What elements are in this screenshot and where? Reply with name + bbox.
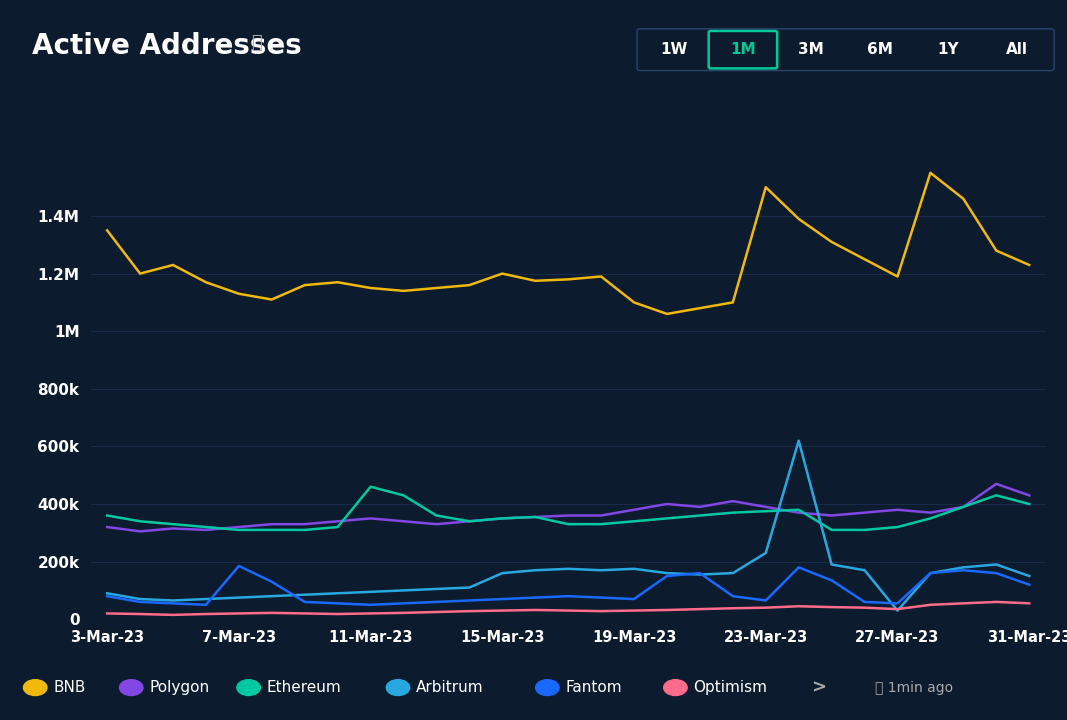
Text: ⓘ: ⓘ xyxy=(251,34,261,52)
Text: Fantom: Fantom xyxy=(566,680,622,695)
Text: Active Addresses: Active Addresses xyxy=(32,32,302,60)
Text: 🕐 1min ago: 🕐 1min ago xyxy=(875,680,953,695)
Text: 1M: 1M xyxy=(730,42,755,57)
Text: Polygon: Polygon xyxy=(149,680,209,695)
Text: 1W: 1W xyxy=(660,42,688,57)
Text: Ethereum: Ethereum xyxy=(267,680,341,695)
Text: Optimism: Optimism xyxy=(694,680,767,695)
Text: 3M: 3M xyxy=(798,42,824,57)
Text: 1Y: 1Y xyxy=(938,42,959,57)
Text: >: > xyxy=(811,678,826,697)
Text: 6M: 6M xyxy=(866,42,893,57)
Text: All: All xyxy=(1006,42,1028,57)
Text: BNB: BNB xyxy=(53,680,85,695)
Text: Arbitrum: Arbitrum xyxy=(416,680,483,695)
